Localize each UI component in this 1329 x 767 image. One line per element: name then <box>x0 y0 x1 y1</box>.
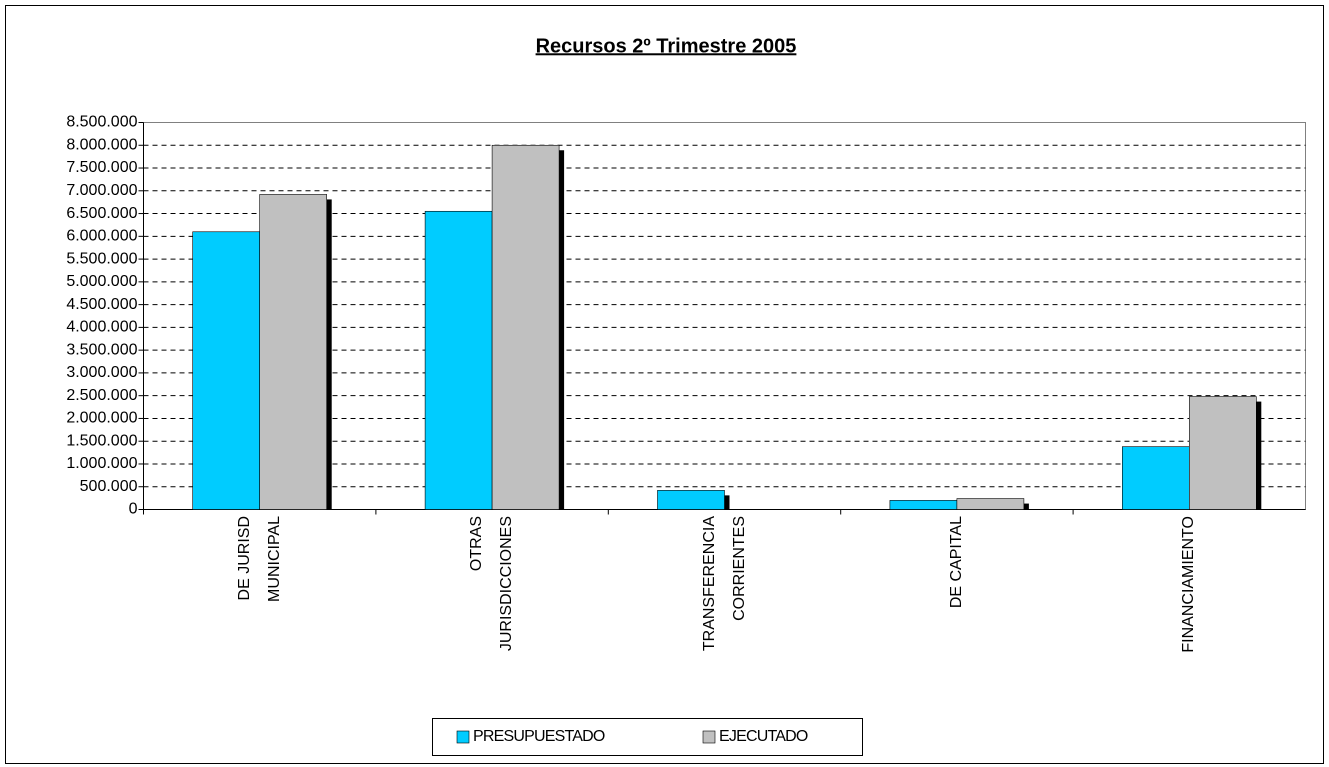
bar <box>1189 396 1257 510</box>
x-tick-label: OTRAS JURISDICCIONES <box>468 515 516 651</box>
y-tick-label: 500.000 <box>80 478 138 495</box>
y-tick-label: 5.500.000 <box>66 250 137 267</box>
bar <box>424 210 493 510</box>
x-tick-label: TRANSFERENCIA CORRIENTES <box>700 515 748 651</box>
y-tick-label: 4.500.000 <box>66 296 137 313</box>
legend-label: PRESUPUESTADO <box>473 728 605 745</box>
bar <box>1122 446 1190 510</box>
bar <box>657 490 725 510</box>
legend-swatch <box>702 730 716 744</box>
y-tick-label: 1.000.000 <box>66 455 137 472</box>
y-tick-label: 6.000.000 <box>66 228 137 245</box>
y-tick-label: 0 <box>129 501 138 518</box>
legend <box>432 718 863 756</box>
y-tick-label: 6.500.000 <box>66 205 137 222</box>
legend-label: EJECUTADO <box>719 728 808 745</box>
y-tick-label: 5.000.000 <box>66 273 137 290</box>
y-tick-label: 3.500.000 <box>66 341 137 358</box>
bar <box>491 144 560 510</box>
y-tick-label: 1.500.000 <box>66 432 137 449</box>
x-tick-label: FINANCIAMIENTO <box>1180 515 1198 653</box>
x-tick-label: DE CAPITAL <box>947 515 965 608</box>
y-tick-label: 7.000.000 <box>66 182 137 199</box>
bar <box>956 498 1025 510</box>
y-tick-label: 3.000.000 <box>66 364 137 381</box>
x-tick-label: DE JURISD MUNICIPAL <box>235 515 283 602</box>
y-tick-label: 7.500.000 <box>66 159 137 176</box>
chart-title: Recursos 2º Trimestre 2005 <box>536 35 797 57</box>
bar <box>192 231 260 510</box>
legend-swatch <box>456 730 470 744</box>
bar <box>259 194 328 510</box>
plot-area <box>143 122 1306 510</box>
y-tick-label: 2.000.000 <box>66 410 137 427</box>
y-tick-label: 8.000.000 <box>66 136 137 153</box>
bar <box>889 500 958 510</box>
y-tick-label: 2.500.000 <box>66 387 137 404</box>
y-tick-label: 8.500.000 <box>66 114 137 131</box>
y-tick-label: 4.000.000 <box>66 319 137 336</box>
